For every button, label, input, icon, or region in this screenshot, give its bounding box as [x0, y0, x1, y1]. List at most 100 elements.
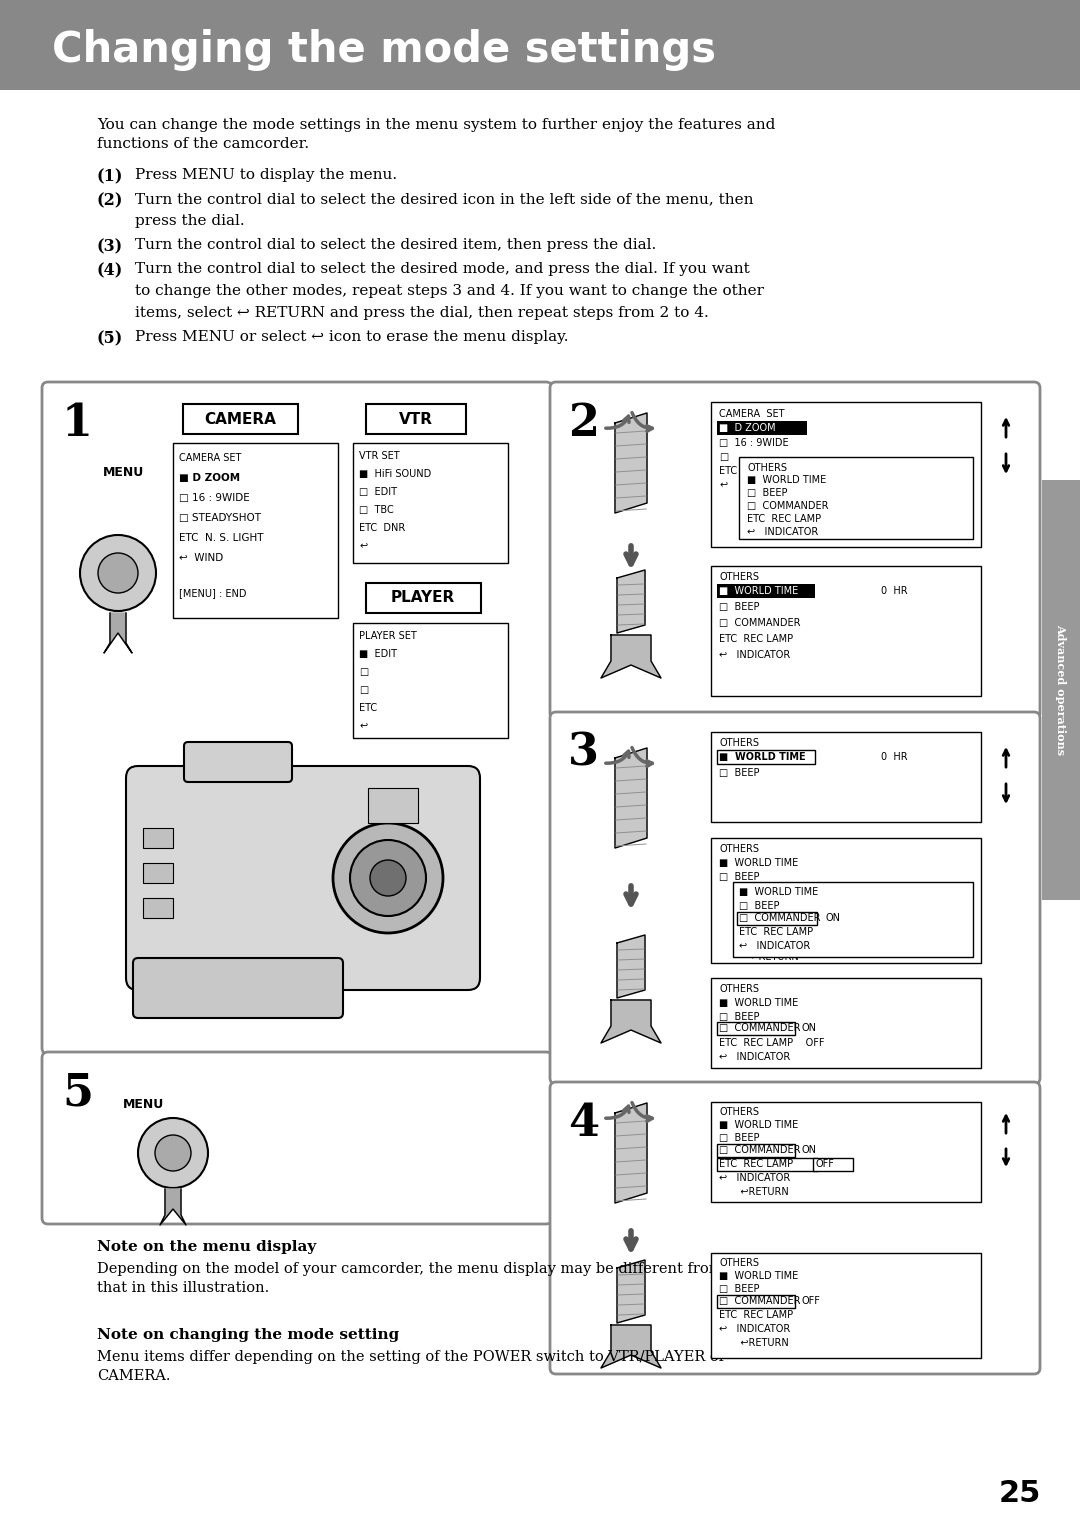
Text: ↩   INDICATOR: ↩ INDICATOR [719, 1173, 791, 1183]
Text: □: □ [359, 667, 368, 678]
Text: ↩   INDICATOR: ↩ INDICATOR [719, 650, 791, 661]
Circle shape [350, 840, 426, 917]
Text: ■  EDIT: ■ EDIT [359, 648, 397, 659]
Polygon shape [617, 1260, 645, 1323]
Text: 0  HR: 0 HR [881, 586, 907, 596]
Text: 4: 4 [568, 1102, 599, 1145]
Text: (2): (2) [97, 192, 123, 208]
Text: Note on changing the mode setting: Note on changing the mode setting [97, 1328, 400, 1341]
Text: □  BEEP: □ BEEP [719, 1133, 759, 1144]
Polygon shape [160, 1190, 186, 1225]
Text: ETC  REC LAMP: ETC REC LAMP [719, 1159, 793, 1170]
Bar [368, 788, 418, 823]
Bar [711, 402, 981, 547]
Bar [737, 912, 816, 924]
Text: ■  WORLD TIME: ■ WORLD TIME [719, 1121, 798, 1130]
Text: (1): (1) [97, 169, 123, 185]
Bar [183, 405, 298, 434]
Text: Advanced operations: Advanced operations [1055, 624, 1067, 756]
Text: □  BEEP: □ BEEP [739, 901, 780, 911]
Text: ↩: ↩ [359, 721, 367, 731]
Bar [733, 881, 973, 957]
Text: □  COMMANDER: □ COMMANDER [719, 1145, 800, 1154]
Bar [717, 750, 815, 763]
Polygon shape [615, 412, 647, 514]
Text: OTHERS: OTHERS [719, 1259, 759, 1268]
Text: VTR: VTR [399, 411, 433, 426]
Text: □  BEEP: □ BEEP [719, 1285, 759, 1294]
Text: ON: ON [801, 1145, 816, 1154]
Text: ■  WORLD TIME: ■ WORLD TIME [719, 586, 798, 596]
Text: ■  WORLD TIME: ■ WORLD TIME [719, 1271, 798, 1282]
Circle shape [370, 860, 406, 895]
Bar [717, 1295, 795, 1308]
FancyBboxPatch shape [42, 1052, 552, 1223]
Text: □  16 : 9WIDE: □ 16 : 9WIDE [719, 438, 788, 448]
FancyBboxPatch shape [42, 382, 552, 1055]
Text: MENU: MENU [123, 1098, 164, 1111]
Circle shape [98, 553, 138, 593]
Text: ■  WORLD TIME: ■ WORLD TIME [747, 475, 826, 484]
Polygon shape [617, 935, 645, 998]
Text: Press MENU or select ↩ icon to erase the menu display.: Press MENU or select ↩ icon to erase the… [135, 330, 568, 343]
Text: Turn the control dial to select the desired item, then press the dial.: Turn the control dial to select the desi… [135, 238, 657, 251]
Text: □  BEEP: □ BEEP [719, 768, 759, 779]
Text: OTHERS: OTHERS [719, 737, 759, 748]
Text: (4): (4) [97, 262, 123, 279]
Bar [711, 731, 981, 822]
Text: You can change the mode settings in the menu system to further enjoy the feature: You can change the mode settings in the … [97, 118, 775, 152]
Text: ↩   INDICATOR: ↩ INDICATOR [739, 941, 810, 950]
Text: ETC  REC LAMP: ETC REC LAMP [747, 514, 821, 524]
Bar [717, 422, 807, 435]
Text: □  BEEP: □ BEEP [747, 487, 787, 498]
Text: ETC  REC LAMP    OFF: ETC REC LAMP OFF [719, 1038, 824, 1049]
Circle shape [333, 823, 443, 934]
Bar [813, 1157, 853, 1171]
Text: ↩  WIND: ↩ WIND [179, 553, 224, 563]
Text: ETC  REC LAMP: ETC REC LAMP [739, 927, 813, 937]
Bar [711, 839, 981, 963]
Polygon shape [600, 635, 661, 678]
Text: □  BEEP: □ BEEP [719, 602, 759, 612]
Text: ETC  REC LAMP: ETC REC LAMP [719, 635, 793, 644]
Text: (3): (3) [97, 238, 123, 254]
Bar [717, 584, 815, 598]
Polygon shape [104, 613, 132, 653]
Bar [711, 978, 981, 1069]
Text: ■  D ZOOM: ■ D ZOOM [719, 423, 775, 432]
Text: 0  HR: 0 HR [881, 753, 907, 762]
Text: Turn the control dial to select the desired icon in the left side of the menu, t: Turn the control dial to select the desi… [135, 192, 754, 205]
Text: □  BEEP: □ BEEP [719, 872, 759, 881]
Bar [143, 898, 173, 918]
Bar [353, 622, 508, 737]
Text: ■  WORLD TIME: ■ WORLD TIME [719, 998, 798, 1009]
Bar [1042, 480, 1080, 900]
Bar [0, 0, 1080, 90]
Text: ■  HiFi SOUND: ■ HiFi SOUND [359, 469, 431, 478]
Text: ↩RETURN: ↩RETURN [731, 1338, 788, 1348]
Text: 3: 3 [568, 731, 599, 776]
Bar [739, 457, 973, 540]
Text: OTHERS: OTHERS [719, 572, 759, 583]
Text: ↩RETURN: ↩RETURN [741, 952, 799, 963]
Text: OTHERS: OTHERS [719, 1107, 759, 1118]
Text: □  COMMANDER: □ COMMANDER [739, 914, 821, 923]
Text: ■  WORLD TIME: ■ WORLD TIME [739, 888, 819, 897]
Text: OTHERS: OTHERS [719, 845, 759, 854]
Polygon shape [600, 1325, 661, 1367]
Text: Note on the menu display: Note on the menu display [97, 1240, 316, 1254]
Circle shape [138, 1118, 208, 1188]
Bar [173, 443, 338, 618]
Text: OFF: OFF [815, 1159, 834, 1170]
Text: CAMERA SET: CAMERA SET [179, 452, 241, 463]
Bar [143, 863, 173, 883]
Text: ETC: ETC [359, 704, 377, 713]
Polygon shape [600, 1000, 661, 1042]
Text: □  COMMANDER: □ COMMANDER [719, 1023, 800, 1033]
Text: Depending on the model of your camcorder, the menu display may be different from: Depending on the model of your camcorder… [97, 1262, 723, 1295]
Bar [711, 1252, 981, 1358]
Text: □  COMMANDER: □ COMMANDER [719, 1295, 800, 1306]
Text: ↩   INDICATOR: ↩ INDICATOR [747, 527, 819, 537]
Text: OTHERS: OTHERS [719, 984, 759, 993]
Text: □  COMMANDER: □ COMMANDER [719, 618, 800, 629]
